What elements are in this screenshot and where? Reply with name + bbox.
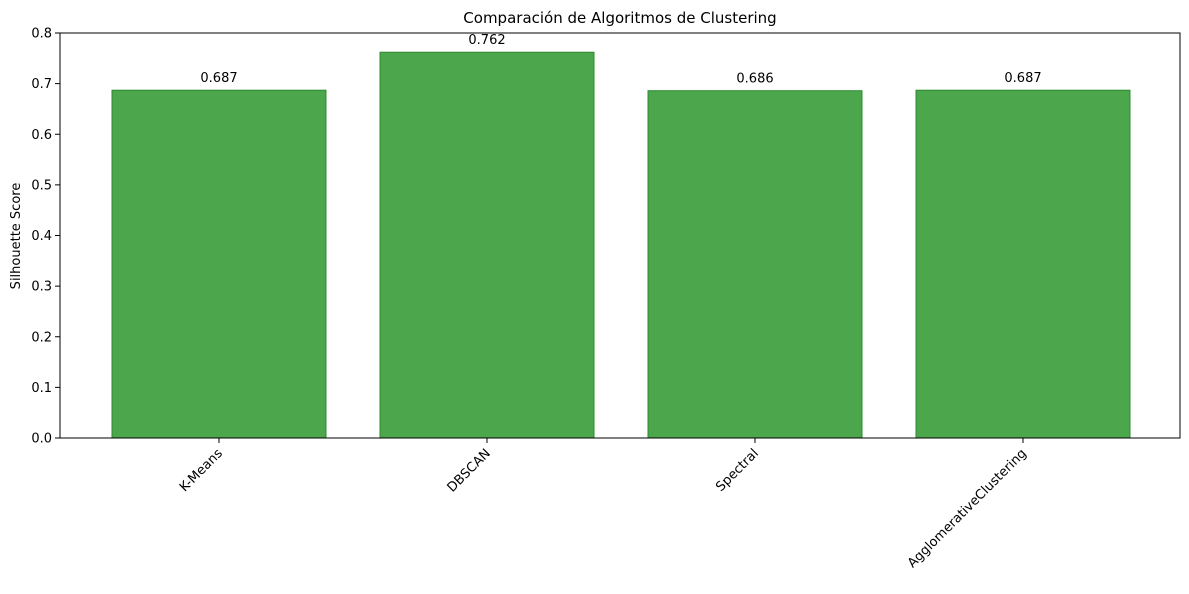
x-tick-label: Spectral [713,446,762,495]
y-tick-label: 0.3 [31,280,52,295]
y-axis: 0.0 0.1 0.2 0.3 0.4 0.5 0.6 0.7 0.8 [31,27,60,447]
bar-value-label: 0.687 [1004,71,1041,86]
y-tick-label: 0.4 [31,229,52,244]
y-tick-label: 0.2 [31,330,52,345]
bar-agglomerativeclustering [915,89,1131,439]
value-labels: 0.687 0.762 0.686 0.687 [200,33,1041,86]
chart-title: Comparación de Algoritmos de Clustering [463,9,776,27]
bar-k-means [111,89,327,439]
bar-spectral [647,90,863,439]
bar-value-label: 0.687 [200,71,237,86]
y-tick-label: 0.8 [31,27,52,42]
x-tick-label: DBSCAN [445,446,494,495]
y-tick-label: 0.0 [31,432,52,447]
bar-value-label: 0.686 [736,72,773,87]
plot-frame [59,32,1181,439]
y-tick-label: 0.5 [31,178,52,193]
x-tick-label: AgglomerativeClustering [905,446,1030,571]
bar-value-label: 0.762 [468,33,505,48]
y-tick-label: 0.1 [31,381,52,396]
bars [111,51,1131,439]
y-tick-label: 0.6 [31,128,52,143]
x-tick-label: K-Means [177,446,226,495]
y-axis-label: Silhouette Score [9,183,24,290]
x-axis: K-Means DBSCAN Spectral AgglomerativeCluste… [177,438,1030,571]
bar-dbscan [379,51,595,439]
y-tick-label: 0.7 [31,77,52,92]
